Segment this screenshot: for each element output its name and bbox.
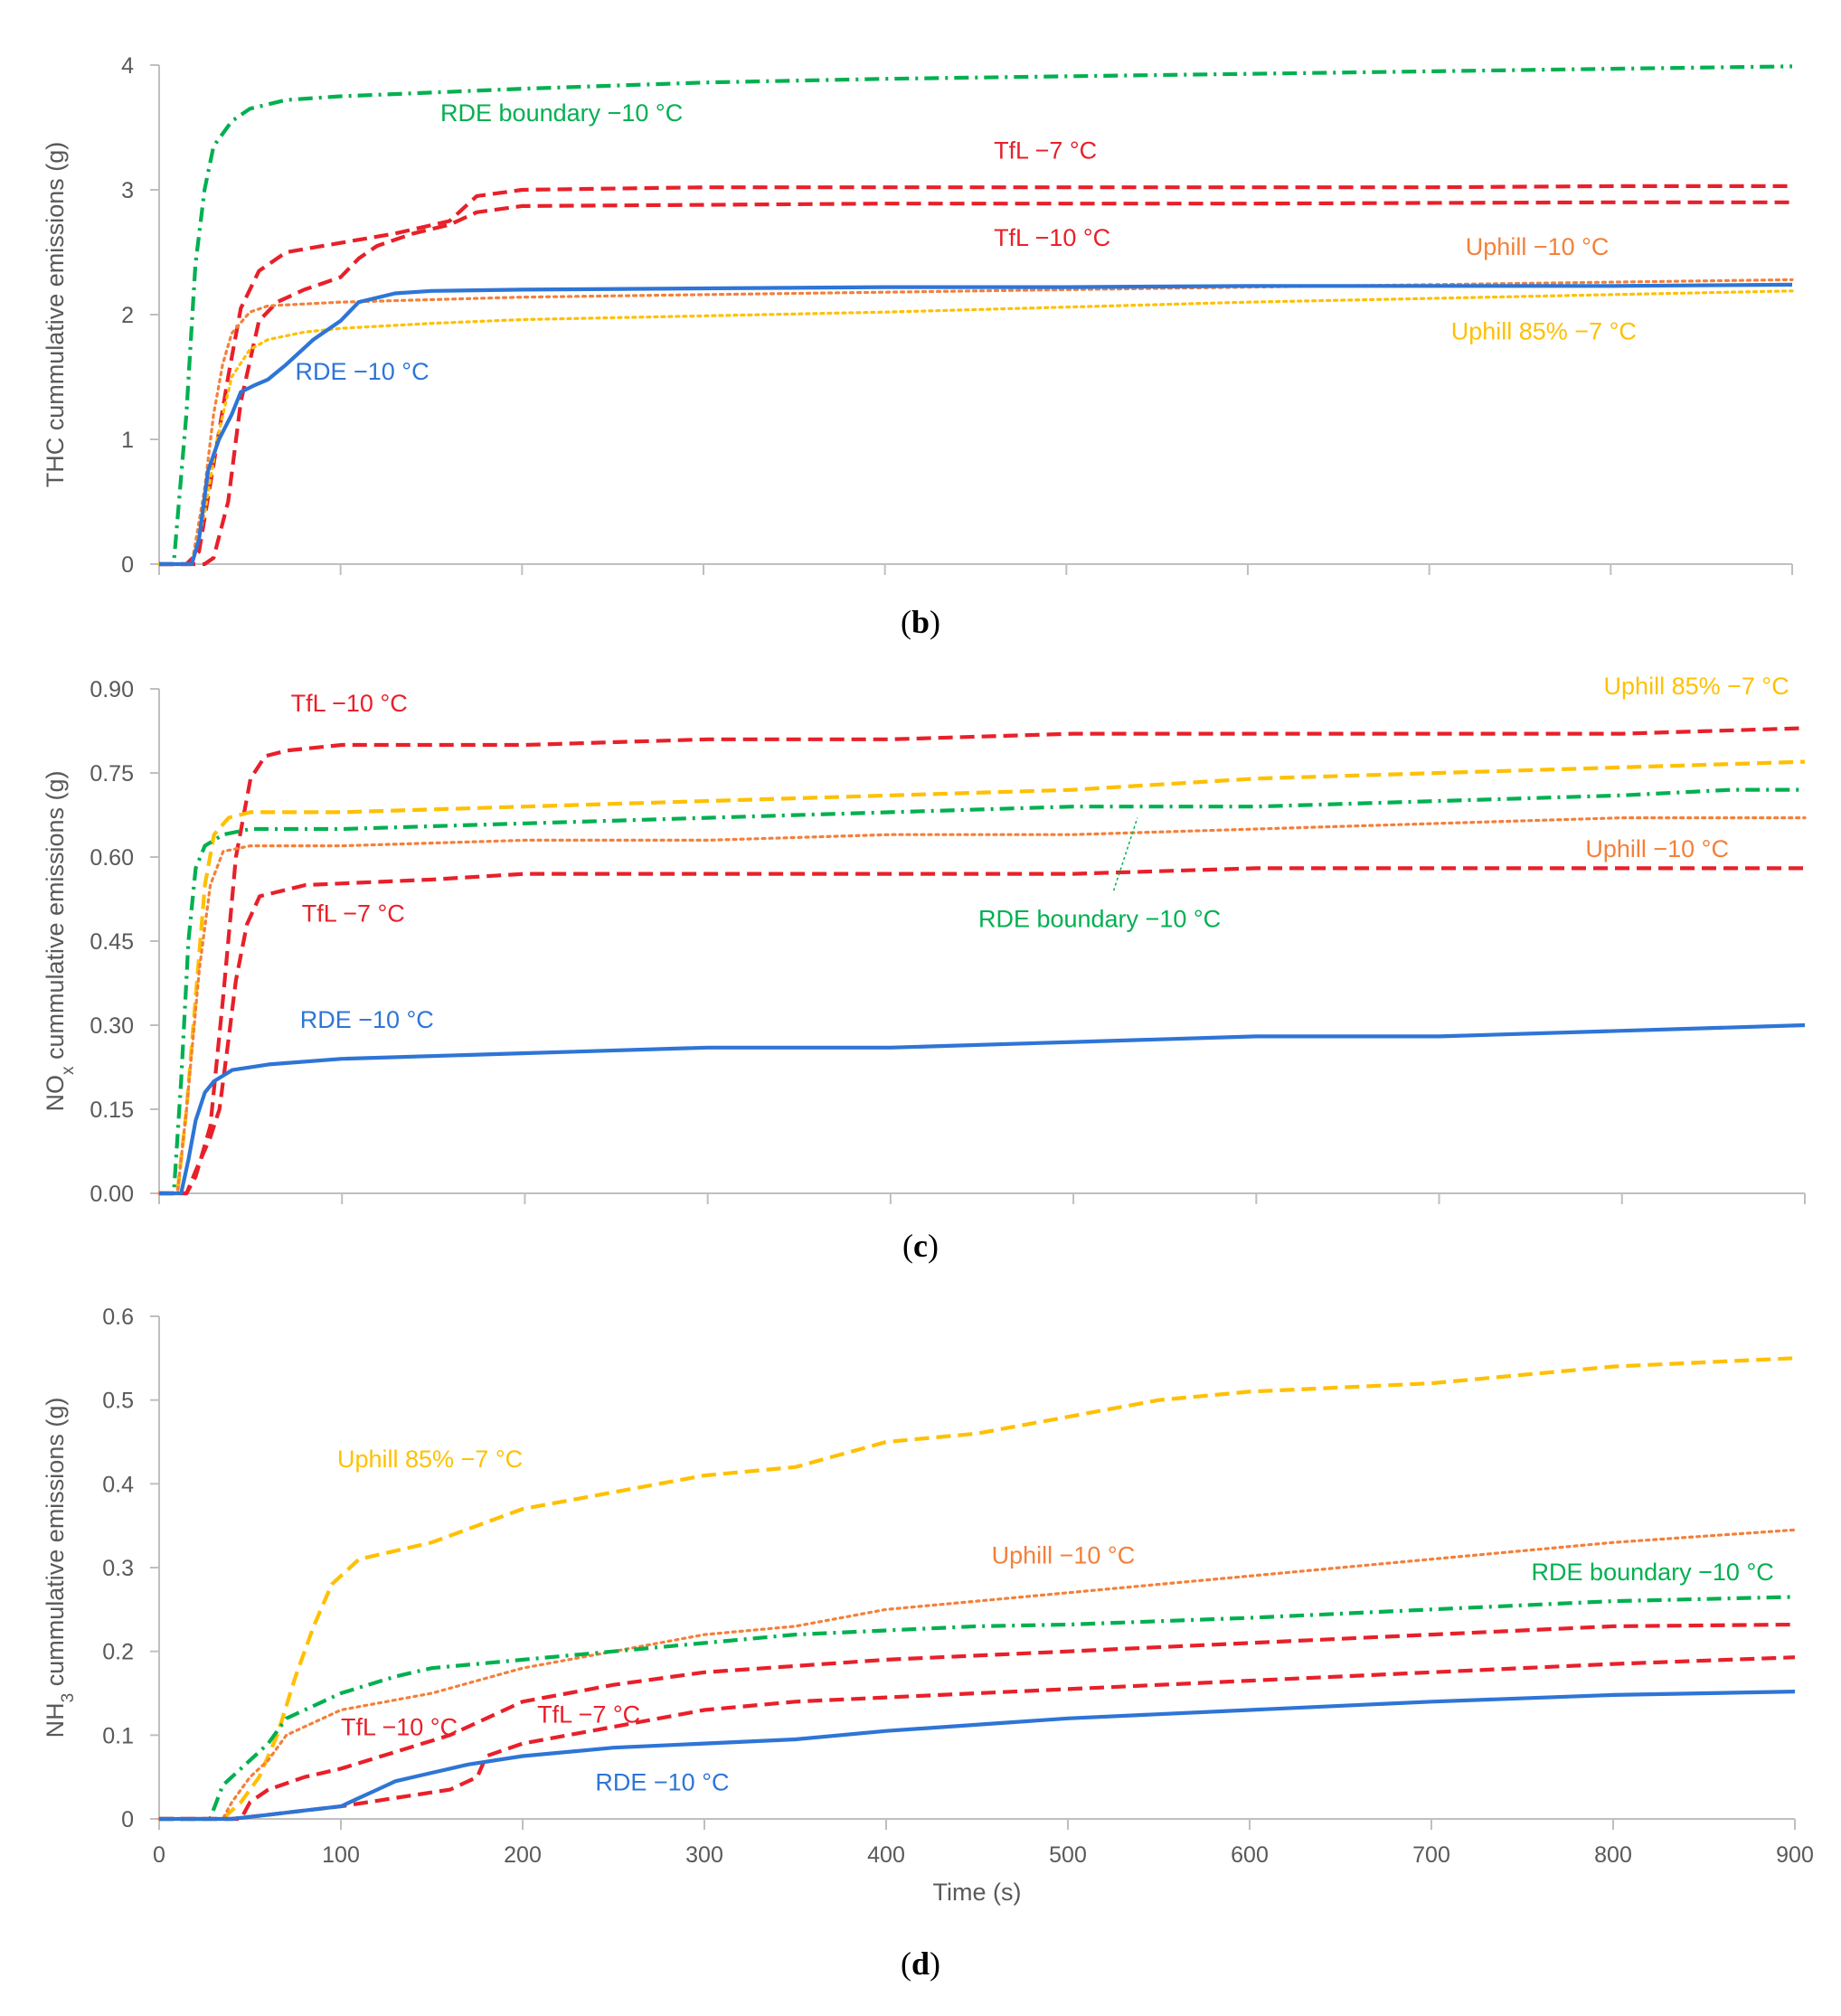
x-tick-label: 100 [322,1842,360,1868]
caption-close-paren: ) [928,1228,939,1264]
series-line-5 [159,282,1793,567]
series-label: TfL −10 °C [291,690,408,717]
series-line-5 [159,1022,1806,1196]
y-tick-label: 0.6 [102,1305,134,1330]
series-line-1 [159,184,1792,567]
y-tick-label: 0.00 [90,1182,134,1207]
caption-letter: d [911,1945,930,1982]
series-label: Uphill 85% −7 °C [1451,318,1637,345]
y-tick-label: 0.45 [90,929,134,955]
series-label: Uphill −10 °C [1466,233,1610,260]
y-tick-label: 0.2 [102,1640,134,1665]
y-tick-label: 3 [121,178,134,203]
series-label: RDE −10 °C [300,1006,434,1033]
series-line-0 [159,726,1806,1196]
x-axis-title: Time (s) [933,1879,1022,1906]
y-tick-label: 2 [121,303,134,328]
x-tick-label: 400 [867,1842,905,1868]
series-line-3 [157,816,1807,1195]
series-line-4 [159,1655,1796,1822]
series-line-4 [159,866,1805,1196]
series-label: Uphill 85% −7 °C [1604,673,1789,700]
series-label: Uphill −10 °C [992,1541,1136,1569]
y-tick-label: 4 [121,53,134,79]
x-tick-label: 800 [1594,1842,1632,1868]
y-tick-label: 0.5 [102,1389,134,1414]
series-label: RDE boundary −10 °C [978,906,1221,933]
y-axis-title: NOx cummulative emissions (g) [42,770,78,1111]
y-tick-label: 0.1 [102,1723,134,1748]
x-tick-label: 500 [1049,1842,1087,1868]
y-tick-label: 1 [121,428,134,453]
series-line-0 [159,1356,1796,1822]
series-label: RDE boundary −10 °C [1532,1559,1774,1586]
series-label: TfL −7 °C [537,1700,640,1728]
x-tick-label: 900 [1776,1842,1814,1868]
x-tick-label: 700 [1412,1842,1450,1868]
series-line-2 [159,1595,1796,1822]
caption-letter: b [911,604,930,640]
caption-open-paren: ( [901,604,911,640]
series-line-3 [159,1622,1796,1822]
series-line-2 [159,787,1805,1196]
series-label: RDE −10 °C [595,1768,729,1795]
y-tick-label: 0.15 [90,1097,134,1123]
y-axis-title: NH3 cummulative emissions (g) [42,1398,78,1738]
panel-caption: (d) [901,1945,940,1982]
y-tick-label: 0.3 [102,1556,134,1581]
x-tick-label: 200 [504,1842,542,1868]
panel-caption: (b) [901,604,940,640]
series-label: TfL −10 °C [994,224,1110,251]
series-line-0 [159,64,1793,567]
series-label: RDE boundary −10 °C [440,99,683,127]
series-label: Uphill −10 °C [1585,835,1729,862]
series-label: Uphill 85% −7 °C [337,1446,523,1473]
x-tick-label: 300 [685,1842,723,1868]
chart-panel-b: 0 1 2 3 4 THC cummulative emissions (g) RDE bo… [42,53,1794,640]
series-line-2 [159,200,1792,567]
chart-panel-c: 0.00 0.15 0.30 0.45 0.60 0.75 0.90 NOx cummulat… [42,673,1807,1264]
x-tick-label: 0 [153,1842,165,1868]
caption-close-paren: ) [930,1945,940,1982]
caption-close-paren: ) [930,604,940,640]
series-label: TfL −10 °C [341,1713,458,1740]
series-label: TfL −7 °C [302,900,405,927]
panel-caption: (c) [902,1228,939,1264]
y-tick-label: 0.30 [90,1013,134,1039]
y-tick-label: 0.90 [90,677,134,702]
y-tick-label: 0 [121,1807,134,1832]
y-tick-label: 0.4 [102,1472,134,1497]
caption-open-paren: ( [901,1945,911,1982]
caption-open-paren: ( [902,1228,913,1264]
y-axis-title: THC cummulative emissions (g) [42,142,69,488]
chart-panel-d: 0 0.1 0.2 0.3 0.4 0.5 0.6 0 100 200 300 400 500 600 70… [42,1305,1814,1982]
series-line-5 [159,1690,1796,1822]
series-label: RDE −10 °C [296,358,430,385]
y-tick-label: 0.75 [90,761,134,787]
y-tick-label: 0 [121,552,134,578]
x-tick-label: 600 [1231,1842,1269,1868]
label-leader-line [1112,817,1138,891]
series-line-1 [159,759,1806,1196]
y-tick-label: 0.60 [90,845,134,871]
caption-letter: c [913,1228,928,1264]
series-label: TfL −7 °C [994,137,1097,165]
